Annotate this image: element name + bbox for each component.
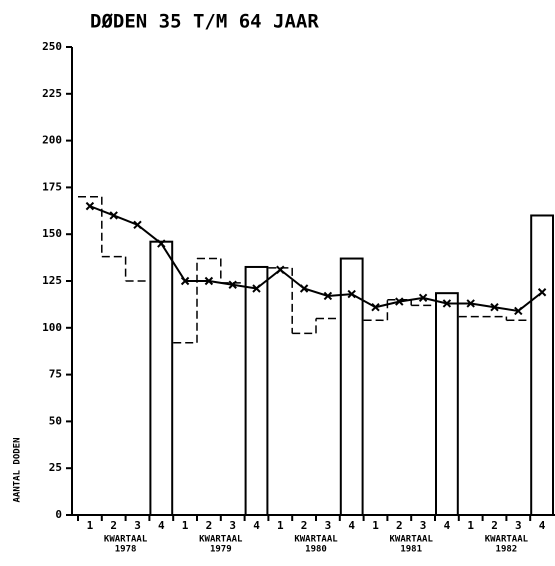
bar	[244, 265, 269, 516]
bar	[149, 240, 174, 517]
marker	[395, 297, 404, 306]
y-tick-label: 125	[42, 274, 62, 287]
x-tick-label: 1	[87, 519, 94, 532]
x-tick-label: 4	[348, 519, 355, 532]
y-tick-label: 200	[42, 134, 62, 147]
x-tick-label: 2	[301, 519, 308, 532]
chart-title: DØDEN 35 T/M 64 JAAR	[90, 11, 319, 33]
marker-stroke	[323, 291, 333, 301]
marker	[466, 299, 475, 308]
group-label: KWARTAAL	[104, 535, 148, 545]
marker	[323, 291, 333, 301]
x-tick-label: 2	[491, 519, 498, 532]
x-tick-label: 4	[539, 519, 546, 532]
marker-stroke	[395, 297, 404, 306]
bar	[339, 257, 364, 516]
x-tick-label: 1	[467, 519, 474, 532]
marker	[418, 293, 428, 303]
x-tick-label: 3	[134, 519, 141, 532]
marker	[228, 280, 237, 289]
marker	[347, 289, 356, 299]
x-tick-label: 2	[110, 519, 117, 532]
marker-stroke	[371, 303, 380, 312]
y-tick-label: 0	[55, 508, 62, 521]
marker-stroke	[180, 276, 190, 286]
group-year: 1982	[496, 545, 518, 555]
marker	[442, 299, 452, 308]
marker	[157, 239, 166, 248]
marker	[85, 201, 95, 211]
x-tick-label: 4	[444, 519, 451, 532]
y-axis-label: AANTAL DODEN	[13, 437, 23, 502]
x-tick-label: 2	[206, 519, 213, 532]
marker-stroke	[276, 265, 285, 274]
x-tick-label: 4	[158, 519, 165, 532]
marker-stroke	[347, 289, 356, 299]
x-tick-label: 1	[277, 519, 284, 532]
marker	[180, 276, 190, 286]
marker-stroke	[133, 220, 142, 230]
marker-stroke	[466, 299, 475, 308]
marker	[299, 284, 309, 293]
marker	[371, 303, 380, 312]
marker-stroke	[442, 299, 452, 308]
marker-stroke	[157, 239, 166, 248]
line	[89, 205, 543, 313]
marker-stroke	[537, 288, 547, 297]
x-tick-label: 3	[229, 519, 236, 532]
group-label: KWARTAAL	[199, 535, 243, 545]
marker-stroke	[418, 293, 428, 303]
group-year: 1979	[210, 545, 232, 555]
marker-stroke	[109, 211, 118, 220]
y-tick-label: 50	[49, 414, 62, 427]
y-tick-label: 75	[49, 368, 62, 381]
bar	[435, 292, 459, 516]
marker	[204, 276, 214, 286]
x-tick-label: 2	[396, 519, 403, 532]
bar	[530, 214, 555, 516]
marker	[133, 220, 142, 230]
x-tick-label: 4	[253, 519, 260, 532]
group-label: KWARTAAL	[390, 535, 434, 545]
group-year: 1980	[305, 545, 327, 555]
marker-stroke	[514, 306, 523, 316]
y-tick-label: 100	[42, 321, 62, 334]
group-label: KWARTAAL	[485, 535, 529, 545]
group-label: KWARTAAL	[294, 535, 338, 545]
marker	[537, 288, 547, 297]
marker-stroke	[490, 303, 499, 312]
marker-stroke	[85, 201, 95, 211]
x-tick-label: 3	[515, 519, 522, 532]
y-tick-label: 225	[42, 87, 62, 100]
marker	[252, 284, 261, 293]
group-year: 1978	[115, 545, 137, 555]
marker	[276, 265, 285, 274]
x-tick-label: 3	[325, 519, 332, 532]
marker-stroke	[299, 284, 309, 293]
y-tick-label: 25	[49, 461, 62, 474]
group-year: 1981	[400, 545, 422, 555]
x-tick-label: 3	[420, 519, 427, 532]
marker	[490, 303, 499, 312]
marker-stroke	[252, 284, 261, 293]
x-tick-label: 1	[372, 519, 379, 532]
y-tick-label: 250	[42, 40, 62, 53]
marker-stroke	[228, 280, 237, 289]
y-tick-label: 175	[42, 180, 62, 193]
x-tick-label: 1	[182, 519, 189, 532]
y-tick-label: 150	[42, 227, 62, 240]
marker-stroke	[204, 276, 214, 286]
marker	[514, 306, 523, 316]
marker	[109, 211, 118, 220]
